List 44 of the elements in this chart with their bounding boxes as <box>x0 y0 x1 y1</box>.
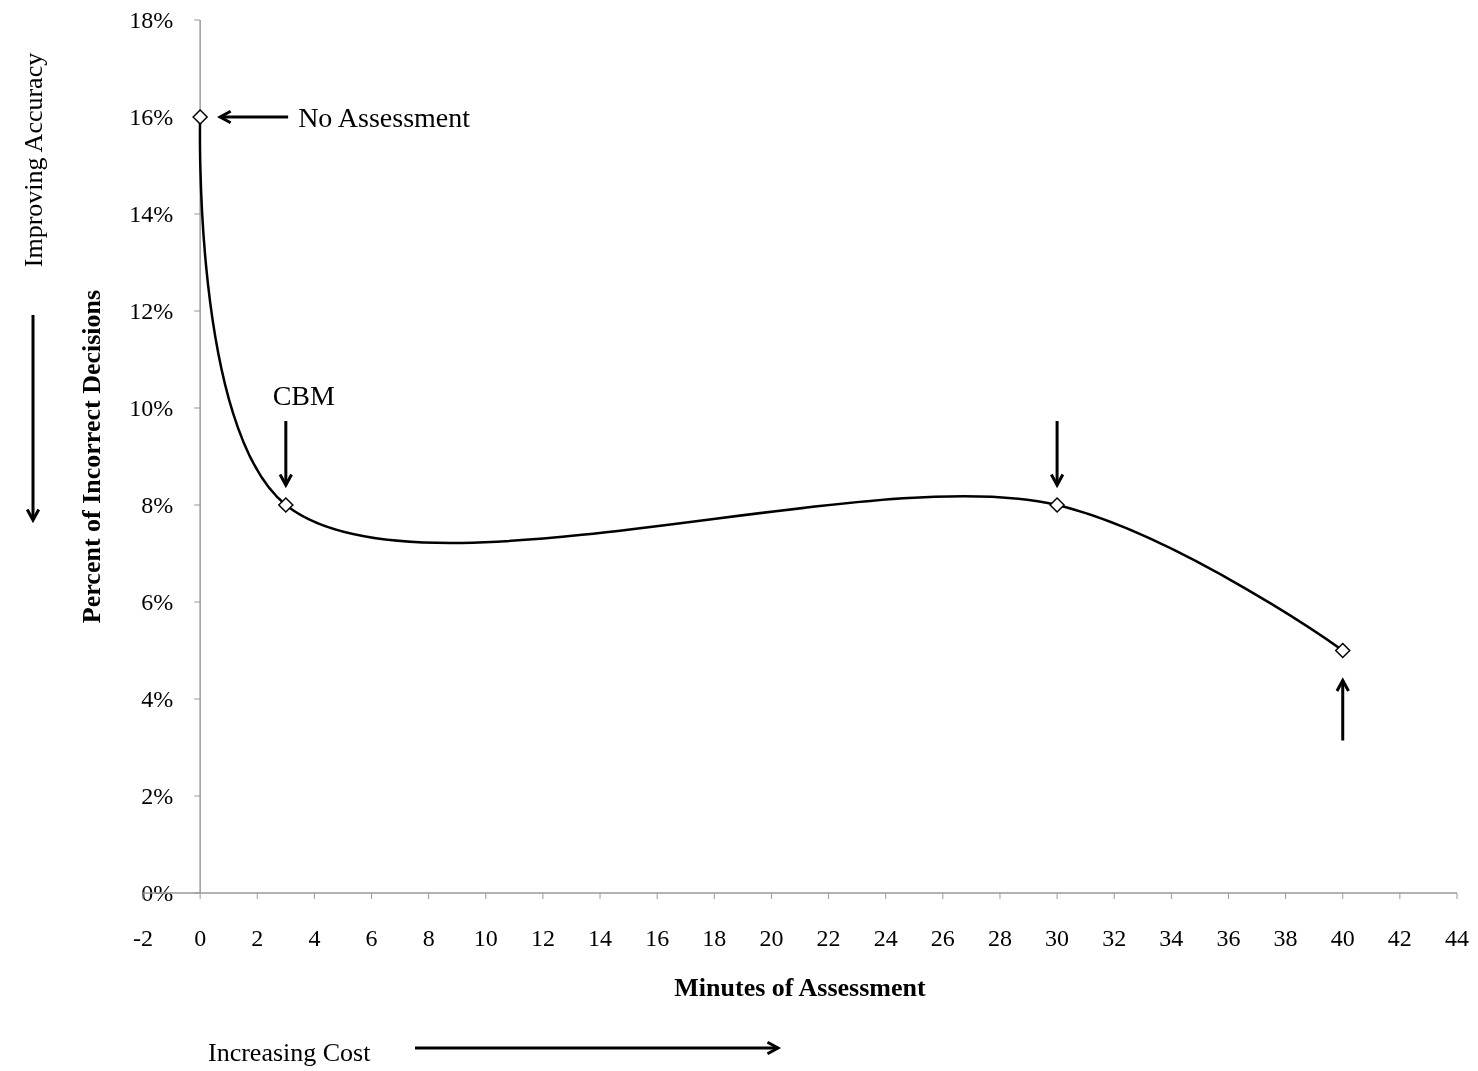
x-tick-label: 26 <box>930 925 955 951</box>
text: Improving Accuracy <box>19 52 48 268</box>
point <box>278 497 294 513</box>
x-tick-label: 22 <box>816 925 841 951</box>
annotation: No Assessment <box>298 101 471 133</box>
x-tick-label: 34 <box>1159 925 1184 951</box>
x-tick-label: 8 <box>422 925 435 951</box>
y-tick-label: 2% <box>141 783 174 809</box>
x-tick-label: 14 <box>588 925 613 951</box>
x-tick-label: 42 <box>1387 925 1412 951</box>
y-tick-label: 14% <box>129 201 174 227</box>
point <box>1334 642 1351 659</box>
y-tick-label: 16% <box>129 104 174 130</box>
x-tick-label: 28 <box>987 925 1012 951</box>
y-tick-label: 4% <box>141 686 174 712</box>
x-tick-label: 40 <box>1330 925 1355 951</box>
x-tick-label: 24 <box>873 925 898 951</box>
x-tick-label: 36 <box>1216 925 1241 951</box>
x-tick-label: 4 <box>308 925 321 951</box>
x-tick-label: 6 <box>365 925 378 951</box>
x-tick-label: 18 <box>702 925 727 951</box>
y-tick-label: 8% <box>141 492 174 518</box>
y-tick-label: 10% <box>129 395 174 421</box>
y-tick-label: 12% <box>129 298 174 324</box>
x-tick-label: 32 <box>1102 925 1127 951</box>
y-tick-label: 18% <box>129 7 174 33</box>
x-tick-label: -2 <box>133 925 153 951</box>
x-tick-label: 30 <box>1045 925 1070 951</box>
x-tick-label: 38 <box>1273 925 1298 951</box>
x-tick-label: 16 <box>645 925 670 951</box>
x-tick-label: 12 <box>530 925 555 951</box>
x-tick-label: 20 <box>759 925 784 951</box>
y-axis-title: Percent of Incorrect Decisions <box>77 289 106 624</box>
annotation: CBM <box>272 380 336 411</box>
x-tick-label: 2 <box>251 925 264 951</box>
point <box>1049 497 1065 513</box>
x-tick-label: 0 <box>194 925 207 951</box>
text: Increasing Cost <box>208 1038 372 1067</box>
y-tick-label: 0% <box>141 880 174 906</box>
point <box>192 109 208 125</box>
y-tick-label: 6% <box>141 589 174 615</box>
x-tick-label: 44 <box>1445 925 1469 951</box>
x-tick-label: 10 <box>473 925 498 951</box>
x-axis-title: Minutes of Assessment <box>674 973 926 1002</box>
